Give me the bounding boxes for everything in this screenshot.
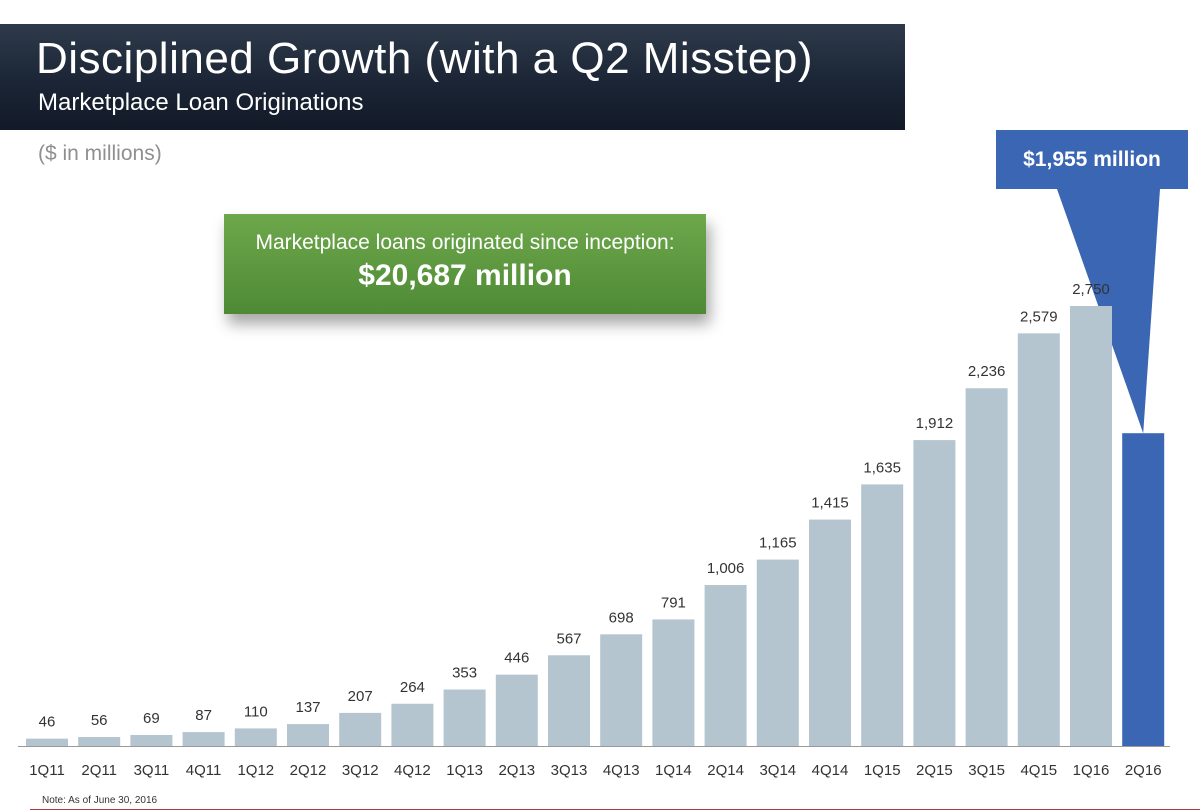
x-tick-2Q15: 2Q15 — [916, 762, 953, 779]
data-label-4Q13: 698 — [609, 609, 634, 626]
data-label-1Q16: 2,750 — [1072, 281, 1110, 298]
bar-3Q12 — [339, 712, 382, 746]
bar-2Q16 — [1122, 433, 1165, 746]
data-label-4Q15: 2,579 — [1020, 308, 1058, 325]
x-tick-2Q14: 2Q14 — [707, 762, 744, 779]
bar-4Q15 — [1017, 333, 1060, 746]
data-label-1Q11: 46 — [39, 714, 56, 731]
x-tick-1Q14: 1Q14 — [655, 762, 692, 779]
inception-callout: Marketplace loans originated since incep… — [224, 214, 706, 314]
x-tick-1Q15: 1Q15 — [864, 762, 901, 779]
x-tick-4Q13: 4Q13 — [603, 762, 640, 779]
bar-3Q13 — [548, 655, 590, 746]
data-label-1Q13: 353 — [452, 665, 477, 682]
x-tick-4Q11: 4Q11 — [186, 762, 222, 779]
data-label-2Q11: 56 — [91, 712, 108, 729]
x-tick-1Q16: 1Q16 — [1073, 762, 1110, 779]
bar-4Q12 — [391, 703, 434, 746]
x-tick-3Q15: 3Q15 — [968, 762, 1005, 779]
x-tick-1Q13: 1Q13 — [446, 762, 483, 779]
footnote: Note: As of June 30, 2016 — [42, 795, 158, 806]
x-tick-1Q12: 1Q12 — [237, 762, 274, 779]
slide-title: Disciplined Growth (with a Q2 Misstep) — [36, 34, 814, 83]
x-tick-1Q11: 1Q11 — [29, 762, 65, 779]
data-label-4Q14: 1,415 — [811, 495, 849, 512]
title-banner — [0, 24, 905, 130]
x-tick-3Q11: 3Q11 — [134, 762, 170, 779]
x-tick-2Q13: 2Q13 — [498, 762, 535, 779]
data-label-4Q11: 87 — [195, 707, 212, 724]
bar-1Q16 — [1070, 306, 1112, 746]
x-tick-3Q13: 3Q13 — [551, 762, 588, 779]
data-label-2Q14: 1,006 — [707, 560, 745, 577]
slide-subtitle: Marketplace Loan Originations — [38, 89, 364, 116]
bar-2Q15 — [913, 440, 956, 746]
inception-callout-value: $20,687 million — [358, 259, 572, 292]
x-tick-4Q12: 4Q12 — [394, 762, 431, 779]
bar-1Q12 — [234, 728, 277, 746]
x-tick-4Q14: 4Q14 — [812, 762, 849, 779]
x-tick-2Q16: 2Q16 — [1125, 762, 1162, 779]
footnote-divider — [30, 809, 1200, 810]
data-label-1Q15: 1,635 — [863, 459, 901, 476]
x-tick-2Q12: 2Q12 — [290, 762, 327, 779]
data-label-2Q12: 137 — [295, 699, 320, 716]
bar-1Q11 — [26, 738, 68, 746]
data-label-4Q12: 264 — [400, 679, 425, 696]
bar-3Q15 — [965, 388, 1008, 746]
x-tick-3Q14: 3Q14 — [759, 762, 796, 779]
data-label-2Q15: 1,912 — [916, 415, 954, 432]
data-label-2Q13: 446 — [504, 650, 529, 667]
bar-1Q15 — [861, 484, 904, 746]
bar-1Q13 — [443, 689, 486, 746]
x-tick-2Q11: 2Q11 — [81, 762, 117, 779]
bar-2Q14 — [704, 585, 747, 746]
data-label-3Q12: 207 — [348, 688, 373, 705]
bar-4Q13 — [600, 634, 643, 746]
data-label-3Q14: 1,165 — [759, 535, 797, 552]
bar-3Q11 — [130, 734, 173, 746]
bar-1Q14 — [652, 619, 695, 746]
bar-2Q11 — [78, 737, 121, 746]
bar-4Q11 — [182, 732, 225, 746]
bar-4Q14 — [809, 519, 851, 746]
units-label: ($ in millions) — [38, 142, 162, 165]
data-label-3Q11: 69 — [143, 710, 160, 727]
bar-2Q12 — [287, 724, 329, 746]
data-label-3Q15: 2,236 — [968, 363, 1006, 380]
data-label-3Q13: 567 — [556, 630, 581, 647]
data-label-1Q14: 791 — [661, 594, 686, 611]
bar-3Q14 — [756, 559, 799, 746]
bar-2Q13 — [495, 674, 538, 746]
latest-quarter-callout: $1,955 million — [996, 130, 1188, 189]
data-label-1Q12: 110 — [244, 703, 268, 720]
inception-callout-label: Marketplace loans originated since incep… — [255, 231, 675, 254]
x-tick-4Q15: 4Q15 — [1020, 762, 1057, 779]
x-tick-3Q12: 3Q12 — [342, 762, 379, 779]
